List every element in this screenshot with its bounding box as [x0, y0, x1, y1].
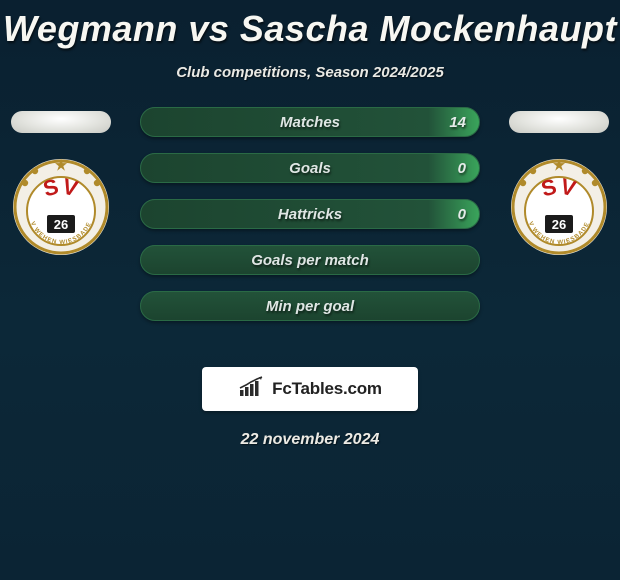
stat-value-right: 14: [449, 107, 466, 137]
stat-bar-fill: [140, 107, 480, 137]
player-left-pill: [11, 111, 111, 133]
branding-badge: FcTables.com: [202, 367, 418, 411]
stat-bar-fill: [140, 199, 480, 229]
comparison-row: SV 26 SV WEHEN WIESBADEN Matches14 Goals0…: [0, 107, 620, 347]
player-left-column: SV 26 SV WEHEN WIESBADEN: [6, 107, 116, 257]
club-crest-right: SV 26 SV WEHEN WIESBADEN: [509, 157, 609, 257]
stat-bar: Goals0: [140, 153, 480, 183]
stat-bar: Goals per match: [140, 245, 480, 275]
stat-bar-fill: [140, 291, 480, 321]
stat-bar: Matches14: [140, 107, 480, 137]
svg-text:26: 26: [54, 217, 68, 232]
stat-bar: Min per goal: [140, 291, 480, 321]
stat-value-right: 0: [458, 199, 466, 229]
stat-bars: Matches14 Goals0 Hattricks0 Goals per match…: [140, 107, 480, 321]
player-right-column: SV 26 SV WEHEN WIESBADEN: [504, 107, 614, 257]
player-right-pill: [509, 111, 609, 133]
footer-date: 22 november 2024: [0, 431, 620, 449]
page-subtitle: Club competitions, Season 2024/2025: [0, 64, 620, 81]
club-crest-left: SV 26 SV WEHEN WIESBADEN: [11, 157, 111, 257]
stat-bar-fill: [140, 245, 480, 275]
stat-value-right: 0: [458, 153, 466, 183]
svg-text:26: 26: [552, 217, 566, 232]
stat-bar: Hattricks0: [140, 199, 480, 229]
bars-icon: [238, 376, 266, 403]
stat-bar-fill: [140, 153, 480, 183]
branding-text: FcTables.com: [272, 379, 382, 399]
page-title: Wegmann vs Sascha Mockenhaupt: [0, 0, 620, 50]
